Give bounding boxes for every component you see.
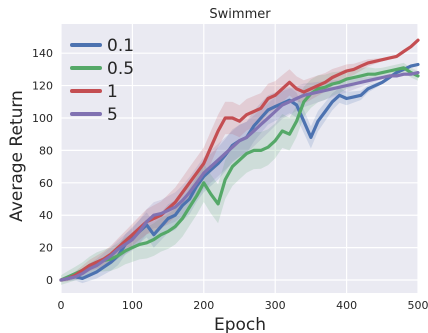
x-tick-label: 0: [58, 299, 65, 312]
x-tick-label: 100: [122, 299, 143, 312]
x-tick-label: 400: [336, 299, 357, 312]
y-axis-label: Average Return: [7, 90, 27, 222]
legend: 0.1 0.5 1 5: [70, 36, 134, 125]
series-line-1: [59, 38, 420, 282]
y-tick-label: 20: [39, 242, 53, 255]
y-tick-label: 140: [32, 47, 53, 60]
legend-label: 0.5: [107, 59, 134, 79]
x-tick-label: 500: [408, 299, 428, 312]
y-tick-label: 120: [32, 80, 53, 93]
y-tick-label: 80: [39, 144, 53, 157]
legend-label: 1: [107, 82, 118, 102]
y-tick-label: 100: [32, 112, 53, 125]
y-tick-label: 40: [39, 209, 53, 222]
x-tick-labels: 0 100 200 300 400 500: [58, 299, 428, 312]
x-tick-label: 300: [265, 299, 286, 312]
y-tick-label: 0: [46, 274, 53, 287]
x-axis-label: Epoch: [214, 315, 266, 333]
series-line-0.5: [59, 66, 420, 282]
x-tick-label: 200: [193, 299, 214, 312]
chart-title: Swimmer: [209, 7, 271, 22]
y-tick-labels: 0 20 40 60 80 100 120 140: [32, 47, 53, 287]
y-tick-label: 60: [39, 177, 53, 190]
series-lines: [59, 38, 420, 282]
legend-label: 0.1: [107, 36, 134, 56]
legend-label: 5: [107, 105, 118, 125]
series-line-5: [59, 70, 420, 282]
